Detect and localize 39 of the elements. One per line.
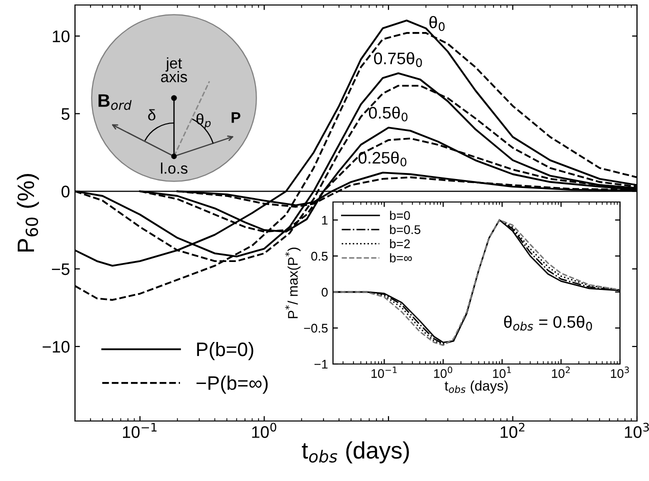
y-tick-label: −10 (42, 340, 70, 353)
annotation: θ$_{0}$ (429, 16, 445, 31)
y-axis-title: P$^{*}$/ max(P$^{*}$) (285, 248, 301, 318)
legend-label: b=0 (390, 210, 410, 220)
x-tick-label: 10$^{0}$ (252, 422, 276, 438)
x-tick-label: 10$^{1}$ (493, 366, 511, 378)
legend-label: b=0.5 (390, 224, 420, 234)
x-tick-label: 10$^{2}$ (500, 422, 524, 438)
x-tick-label: 10$^{−1}$ (122, 422, 157, 438)
annotation: 0.5θ$_{0}$ (368, 106, 408, 122)
annotation: jet axis (161, 57, 188, 82)
legend-label: −P(b=∞) (196, 376, 268, 394)
x-tick-label: 10$^{3}$ (624, 422, 649, 438)
annotation: δ (148, 109, 156, 120)
y-tick-label: −1 (314, 360, 328, 369)
y-tick-label: 0 (322, 288, 328, 297)
annotation: B$_{ord}$ (98, 94, 132, 110)
y-tick-label: 1 (322, 216, 328, 225)
x-tick-label: 10$^{2}$ (552, 366, 570, 378)
y-tick-label: −5 (52, 263, 70, 276)
x-axis-title: t$_{obs}$ (days) (444, 380, 508, 394)
x-axis-title: t$_{obs}$ (days) (302, 441, 409, 464)
x-tick-label: 10$^{−1}$ (372, 366, 397, 378)
legend-label: b=2 (390, 239, 410, 248)
x-tick-label: 10$^{0}$ (434, 366, 452, 378)
legend-label: b=∞ (390, 253, 412, 262)
annotation: 0.75θ$_{0}$ (374, 52, 422, 68)
y-tick-label: 0 (62, 186, 70, 198)
annotation: θ$_{obs}$ = 0.5θ$_{0}$ (504, 316, 592, 331)
annotation: P (232, 112, 240, 123)
annotation: l.o.s (161, 162, 188, 174)
y-tick-label: 10 (52, 30, 70, 42)
y-tick-label: 0.5 (311, 252, 328, 261)
legend-label: P(b=0) (197, 342, 254, 360)
y-axis-title: P$_{60}$ (%) (16, 174, 39, 252)
y-tick-label: 5 (62, 108, 70, 120)
y-tick-label: −0.5 (304, 324, 328, 333)
x-tick-label: 10$^{3}$ (610, 366, 629, 378)
annotation: 0.25θ$_{0}$ (358, 151, 406, 166)
